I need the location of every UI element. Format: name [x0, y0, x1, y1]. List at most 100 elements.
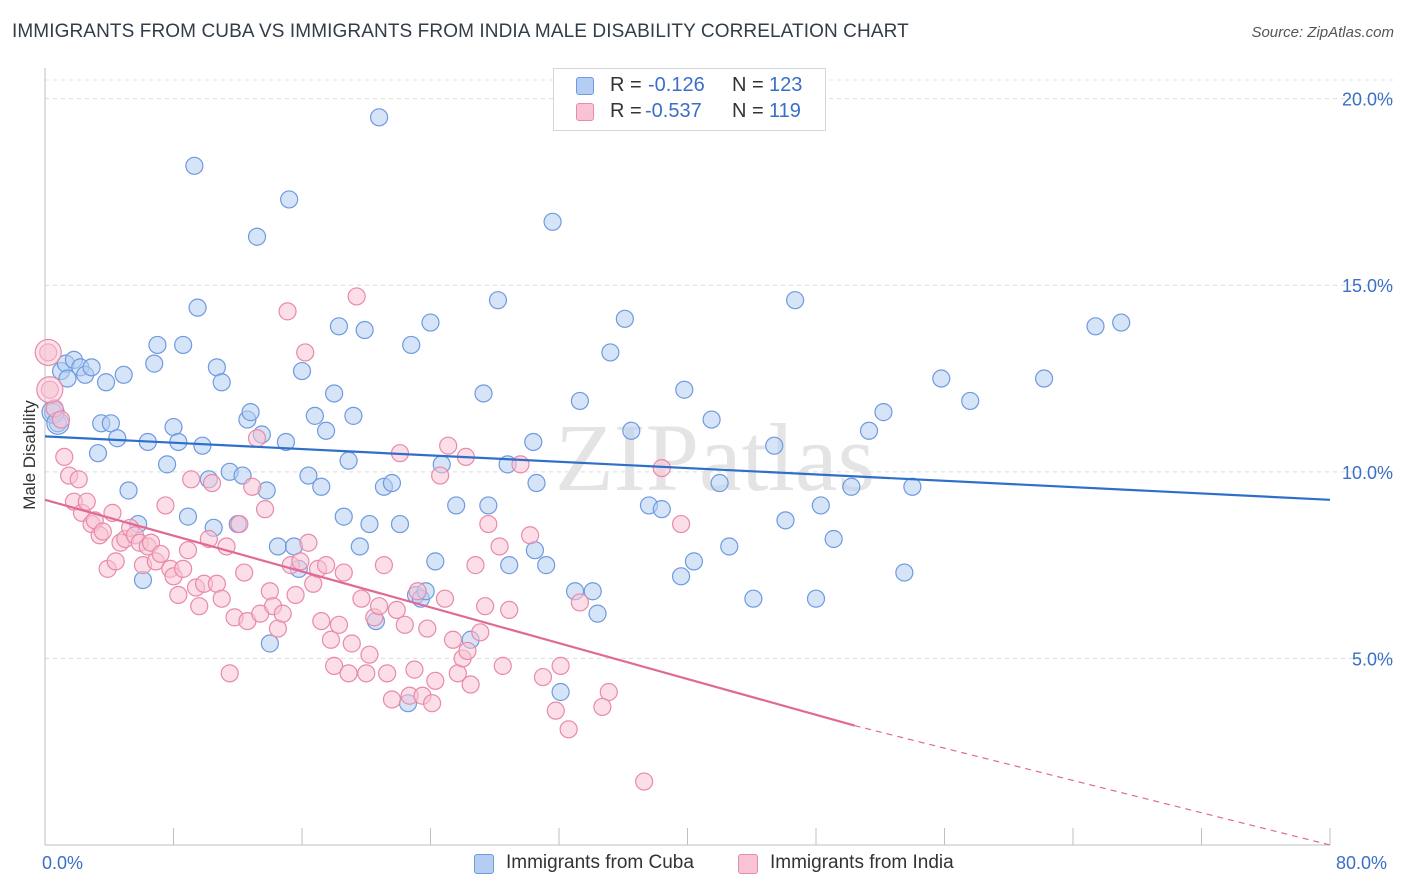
india-point: [593, 697, 612, 717]
india-point: [247, 429, 267, 448]
cuba-point: [1086, 317, 1105, 336]
cuba-point: [903, 477, 922, 496]
x-tick-max: 80.0%: [1336, 853, 1388, 873]
cuba-point: [744, 589, 763, 608]
india-point: [490, 537, 509, 556]
cuba-point: [292, 361, 312, 381]
n-label: N =: [732, 74, 764, 96]
india-point: [291, 552, 310, 571]
india-point: [212, 589, 231, 608]
india-point: [51, 410, 71, 429]
cuba-point: [268, 537, 288, 556]
cuba-swatch: [474, 854, 494, 874]
india-point: [370, 597, 389, 616]
cuba-point: [312, 477, 331, 496]
india-point: [511, 455, 530, 474]
india-point: [190, 597, 209, 616]
cuba-point: [305, 406, 324, 425]
cuba-point: [806, 589, 826, 608]
india-point: [182, 470, 201, 489]
cuba-point: [842, 477, 861, 496]
cuba-point: [811, 496, 830, 515]
cuba-point: [1112, 313, 1131, 332]
cuba-point: [684, 552, 704, 571]
india-point: [387, 600, 406, 620]
cuba-point: [241, 403, 260, 422]
cuba-point: [524, 432, 543, 452]
india-point: [458, 641, 477, 661]
cuba-point: [421, 313, 440, 332]
india-points: [34, 287, 691, 791]
india-point: [500, 600, 519, 620]
cuba-point: [710, 473, 729, 493]
india-point: [316, 556, 336, 575]
cuba-point: [212, 373, 231, 392]
r-value: -0.537: [645, 100, 702, 122]
x-tick-min: 0.0%: [42, 853, 84, 873]
india-point: [278, 302, 297, 321]
cuba-point: [786, 291, 805, 310]
trend-lines: [44, 435, 1331, 846]
india-point: [260, 582, 279, 601]
cuba-point: [895, 563, 914, 582]
india-point: [439, 436, 458, 455]
cuba-point: [426, 552, 445, 571]
india-point: [357, 664, 376, 683]
cuba-point: [339, 451, 358, 470]
cuba-point: [500, 556, 519, 575]
india-point: [174, 559, 193, 578]
india-point: [55, 447, 74, 467]
india-point: [151, 544, 170, 564]
cuba-point: [570, 391, 589, 411]
cuba-point: [588, 604, 607, 623]
india-point: [378, 664, 397, 683]
cuba-point: [601, 343, 620, 362]
cuba-point: [188, 298, 207, 317]
india-point: [559, 720, 578, 739]
cuba-point: [859, 421, 879, 440]
india-point: [230, 514, 249, 534]
cuba-trend-line: [44, 435, 1331, 501]
cuba-point: [360, 514, 379, 534]
india-point: [405, 660, 424, 679]
y-tick-label: 15.0%: [1342, 276, 1393, 296]
cuba-point: [488, 291, 508, 310]
cuba-point: [178, 507, 198, 526]
cuba-point: [88, 444, 108, 463]
india-point: [461, 675, 480, 694]
r-label: R =: [610, 100, 642, 122]
n-value: 123: [769, 74, 803, 96]
cuba-point: [280, 190, 299, 209]
india-point: [329, 615, 349, 634]
cuba-point: [824, 529, 843, 549]
cuba-point: [765, 436, 784, 455]
cuba-point: [551, 682, 570, 702]
cuba-point: [652, 500, 671, 519]
india-point: [374, 556, 394, 575]
india-point: [106, 552, 125, 571]
cuba-point: [316, 421, 336, 440]
india-point: [493, 656, 512, 675]
r-label: R =: [610, 74, 642, 96]
india-point: [169, 585, 188, 605]
y-tick-label: 20.0%: [1342, 90, 1393, 110]
india-swatch: [576, 103, 594, 121]
cuba-point: [329, 317, 349, 336]
cuba-point: [247, 227, 267, 246]
cuba-point: [58, 369, 77, 388]
source-credit: Source: ZipAtlas.com: [1251, 24, 1394, 41]
india-swatch: [738, 854, 758, 874]
cuba-point: [145, 354, 164, 373]
cuba-point: [276, 432, 296, 452]
india-point: [408, 582, 427, 601]
cuba-point: [543, 212, 562, 231]
cuba-point: [119, 481, 138, 500]
cuba-point: [1034, 369, 1054, 388]
chart-title: IMMIGRANTS FROM CUBA VS IMMIGRANTS FROM …: [12, 21, 909, 42]
india-point: [255, 500, 275, 519]
india-point: [339, 664, 358, 683]
india-point: [443, 630, 463, 649]
india-point: [546, 701, 565, 720]
cuba-point: [370, 108, 389, 127]
